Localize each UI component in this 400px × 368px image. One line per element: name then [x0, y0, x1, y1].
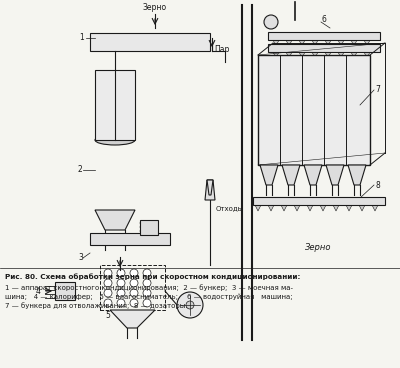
Polygon shape	[364, 52, 370, 58]
Polygon shape	[325, 52, 331, 58]
Bar	[253, 197, 385, 205]
Text: 7 — бункера для отволаживания;  8 — дозаторы.: 7 — бункера для отволаживания; 8 — дозат…	[5, 302, 188, 309]
Circle shape	[104, 279, 112, 287]
Circle shape	[150, 222, 153, 224]
Polygon shape	[333, 205, 339, 211]
Circle shape	[130, 289, 138, 297]
Polygon shape	[346, 205, 352, 211]
Bar	[268, 44, 380, 52]
Polygon shape	[282, 165, 300, 185]
Bar	[100, 265, 165, 310]
Circle shape	[104, 299, 112, 307]
Circle shape	[119, 39, 125, 45]
Polygon shape	[110, 310, 155, 328]
Polygon shape	[268, 205, 274, 211]
Circle shape	[104, 269, 112, 277]
Text: 4: 4	[35, 287, 40, 296]
Bar	[258, 55, 370, 165]
Circle shape	[186, 301, 194, 309]
Polygon shape	[307, 205, 313, 211]
Circle shape	[143, 289, 151, 297]
Polygon shape	[364, 40, 370, 46]
Text: Зерно: Зерно	[305, 244, 331, 252]
Polygon shape	[304, 165, 322, 185]
Polygon shape	[299, 52, 305, 58]
Polygon shape	[207, 180, 213, 195]
Polygon shape	[351, 52, 357, 58]
Polygon shape	[273, 52, 279, 58]
Circle shape	[145, 222, 148, 224]
Circle shape	[117, 269, 125, 277]
Polygon shape	[260, 165, 278, 185]
Bar	[90, 33, 210, 51]
Polygon shape	[281, 205, 287, 211]
Circle shape	[117, 299, 125, 307]
Polygon shape	[372, 205, 378, 211]
Circle shape	[139, 39, 145, 45]
Text: 1 — аппарат скоростного кондиционирования;  2 — бункер;  3 — моечная ма-: 1 — аппарат скоростного кондиционировани…	[5, 284, 293, 291]
Text: Зерно: Зерно	[143, 4, 167, 13]
Polygon shape	[255, 205, 261, 211]
Polygon shape	[359, 205, 365, 211]
Circle shape	[140, 226, 143, 229]
Text: 2: 2	[78, 166, 83, 174]
Circle shape	[143, 279, 151, 287]
Polygon shape	[299, 40, 305, 46]
Circle shape	[150, 226, 153, 229]
Polygon shape	[320, 205, 326, 211]
Polygon shape	[312, 40, 318, 46]
Text: 6: 6	[322, 15, 327, 25]
Bar	[55, 282, 75, 300]
Circle shape	[117, 289, 125, 297]
Circle shape	[130, 299, 138, 307]
Text: шина;   4 — калорифер;   5 — влагосниматель;    6 — водоструйная   машина;: шина; 4 — калорифер; 5 — влагосниматель;…	[5, 293, 293, 300]
Circle shape	[145, 226, 148, 229]
Text: 7: 7	[375, 85, 380, 95]
Bar	[140, 220, 158, 235]
Text: 8: 8	[375, 180, 380, 190]
Polygon shape	[348, 165, 366, 185]
Bar	[90, 233, 170, 245]
Polygon shape	[294, 205, 300, 211]
Polygon shape	[312, 52, 318, 58]
Circle shape	[145, 230, 148, 233]
Text: 5: 5	[105, 311, 110, 319]
Text: Рис. 80. Схема обработки зерна при скоростном кондиционировании:: Рис. 80. Схема обработки зерна при скоро…	[5, 273, 300, 280]
Circle shape	[143, 269, 151, 277]
Polygon shape	[326, 165, 344, 185]
Circle shape	[143, 299, 151, 307]
Circle shape	[177, 292, 203, 318]
Circle shape	[104, 289, 112, 297]
Polygon shape	[205, 180, 215, 200]
Text: Отходы: Отходы	[216, 205, 244, 211]
Circle shape	[159, 39, 165, 45]
Text: 3: 3	[78, 254, 83, 262]
Polygon shape	[286, 40, 292, 46]
Polygon shape	[325, 40, 331, 46]
Circle shape	[130, 279, 138, 287]
Circle shape	[130, 269, 138, 277]
Circle shape	[117, 279, 125, 287]
Text: Пар: Пар	[214, 46, 230, 54]
Ellipse shape	[95, 135, 135, 145]
Circle shape	[140, 222, 143, 224]
Circle shape	[264, 15, 278, 29]
Circle shape	[150, 230, 153, 233]
Polygon shape	[95, 210, 135, 230]
Polygon shape	[338, 52, 344, 58]
Circle shape	[99, 39, 105, 45]
Polygon shape	[351, 40, 357, 46]
Bar	[268, 32, 380, 40]
Text: 1: 1	[80, 33, 84, 42]
Circle shape	[140, 230, 143, 233]
Polygon shape	[273, 40, 279, 46]
Bar	[95, 70, 135, 140]
Polygon shape	[286, 52, 292, 58]
Polygon shape	[338, 40, 344, 46]
Circle shape	[179, 39, 185, 45]
